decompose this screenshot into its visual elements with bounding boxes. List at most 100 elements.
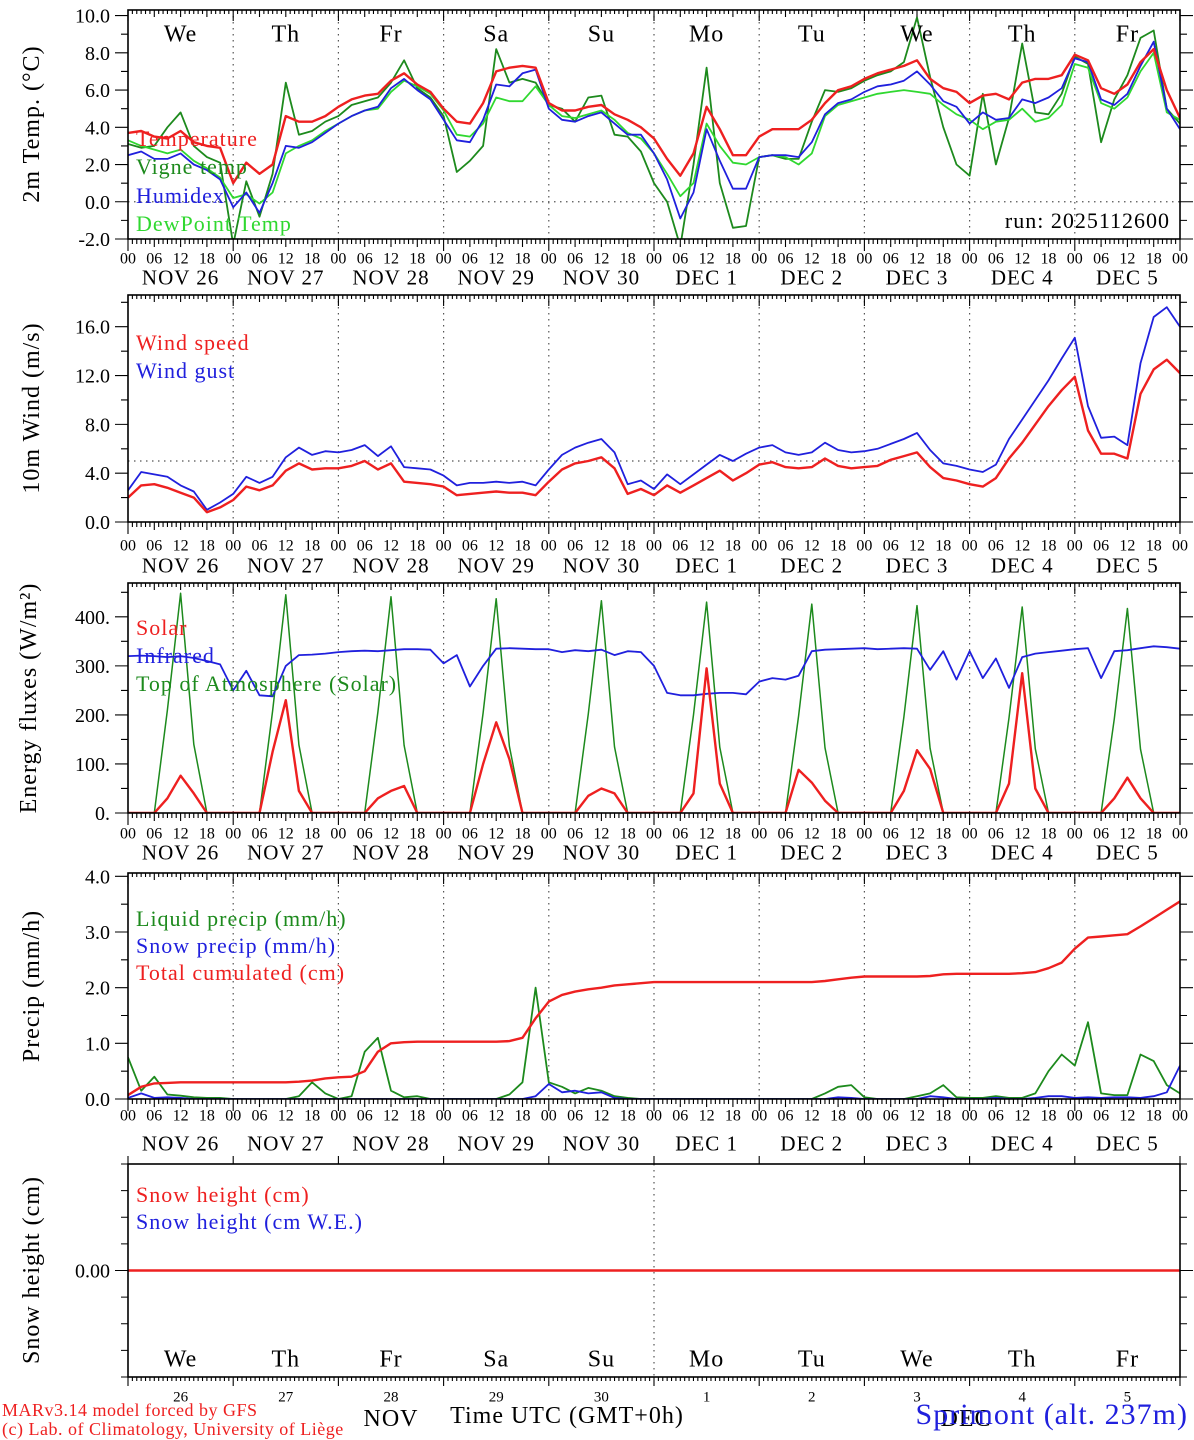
svg-text:0.00: 0.00 [75, 1261, 110, 1283]
svg-text:18: 18 [830, 538, 846, 555]
svg-text:We: We [900, 21, 933, 47]
svg-text:NOV 29: NOV 29 [458, 840, 535, 864]
svg-text:10.0: 10.0 [75, 6, 110, 28]
svg-text:12: 12 [699, 1108, 715, 1125]
svg-text:NOV 27: NOV 27 [247, 840, 324, 864]
svg-text:12: 12 [593, 826, 609, 843]
svg-text:18: 18 [620, 826, 636, 843]
svg-text:NOV 27: NOV 27 [247, 265, 324, 289]
svg-text:00: 00 [856, 538, 872, 555]
svg-text:2.0: 2.0 [85, 978, 110, 1000]
svg-text:18: 18 [935, 826, 951, 843]
svg-text:DEC 3: DEC 3 [886, 840, 949, 864]
svg-text:18: 18 [620, 1108, 636, 1125]
svg-text:29: 29 [489, 1389, 504, 1405]
svg-text:16.0: 16.0 [75, 317, 110, 339]
svg-text:8.0: 8.0 [85, 414, 110, 436]
svg-text:Th: Th [271, 1346, 300, 1372]
svg-text:06: 06 [988, 538, 1004, 555]
svg-text:00: 00 [120, 826, 136, 843]
legend-snow-precip: Snow precip (mm/h) [136, 933, 337, 958]
svg-text:DEC 2: DEC 2 [780, 265, 843, 289]
svg-text:12: 12 [173, 538, 189, 555]
svg-text:12: 12 [383, 826, 399, 843]
svg-text:Su: Su [588, 1346, 615, 1372]
svg-text:18: 18 [1041, 1108, 1057, 1125]
svg-text:18: 18 [830, 826, 846, 843]
svg-text:00: 00 [1172, 251, 1188, 268]
svg-text:300.: 300. [75, 656, 110, 678]
svg-text:06: 06 [988, 251, 1004, 268]
svg-text:06: 06 [567, 251, 583, 268]
svg-text:06: 06 [672, 1108, 688, 1125]
svg-text:Sa: Sa [483, 21, 509, 47]
svg-text:12: 12 [804, 826, 820, 843]
svg-text:18: 18 [830, 1108, 846, 1125]
svg-text:06: 06 [883, 1108, 899, 1125]
svg-text:12: 12 [804, 251, 820, 268]
svg-text:DEC 2: DEC 2 [780, 840, 843, 864]
svg-text:00: 00 [856, 251, 872, 268]
svg-text:12: 12 [1119, 251, 1135, 268]
svg-text:DEC 5: DEC 5 [1096, 553, 1159, 577]
svg-text:NOV 26: NOV 26 [142, 1131, 219, 1155]
svg-text:18: 18 [830, 251, 846, 268]
svg-text:18: 18 [725, 1108, 741, 1125]
y-axis-label-temp: 2m Temp. (°C) [19, 45, 45, 203]
legend-humidex: Humidex [136, 183, 225, 208]
svg-text:NOV 30: NOV 30 [563, 1131, 640, 1155]
svg-text:DEC 1: DEC 1 [675, 265, 738, 289]
svg-text:12: 12 [1119, 538, 1135, 555]
svg-text:DEC 1: DEC 1 [675, 553, 738, 577]
svg-text:06: 06 [988, 826, 1004, 843]
svg-text:18: 18 [409, 1108, 425, 1125]
svg-text:26: 26 [173, 1389, 189, 1405]
svg-text:00: 00 [751, 1108, 767, 1125]
svg-text:Mo: Mo [689, 1346, 724, 1372]
credit-model: MARv3.14 model forced by GFS [2, 1400, 258, 1420]
svg-text:12: 12 [488, 251, 504, 268]
svg-text:27: 27 [278, 1389, 294, 1405]
svg-text:DEC 2: DEC 2 [780, 553, 843, 577]
svg-text:06: 06 [357, 826, 373, 843]
svg-text:00: 00 [1172, 538, 1188, 555]
svg-text:06: 06 [462, 826, 478, 843]
svg-text:18: 18 [304, 826, 320, 843]
svg-text:12: 12 [909, 826, 925, 843]
svg-text:NOV 26: NOV 26 [142, 553, 219, 577]
svg-text:-2.0: -2.0 [78, 229, 110, 251]
svg-text:18: 18 [304, 538, 320, 555]
svg-text:NOV 30: NOV 30 [563, 553, 640, 577]
svg-text:18: 18 [199, 251, 215, 268]
svg-text:12: 12 [909, 251, 925, 268]
svg-text:00: 00 [330, 251, 346, 268]
svg-text:12: 12 [804, 538, 820, 555]
svg-text:12: 12 [1014, 826, 1030, 843]
svg-text:00: 00 [330, 538, 346, 555]
svg-text:3: 3 [913, 1389, 921, 1405]
svg-text:Th: Th [1008, 21, 1037, 47]
svg-text:12: 12 [593, 538, 609, 555]
svg-text:00: 00 [751, 826, 767, 843]
svg-text:00: 00 [1067, 538, 1083, 555]
svg-text:NOV 28: NOV 28 [352, 265, 429, 289]
svg-text:00: 00 [541, 251, 557, 268]
svg-text:00: 00 [962, 538, 978, 555]
svg-text:12: 12 [488, 826, 504, 843]
svg-text:18: 18 [725, 251, 741, 268]
svg-text:00: 00 [436, 251, 452, 268]
svg-text:00: 00 [751, 251, 767, 268]
svg-text:1: 1 [703, 1389, 711, 1405]
svg-text:18: 18 [1146, 826, 1162, 843]
svg-text:4: 4 [1018, 1389, 1026, 1405]
svg-text:12: 12 [488, 538, 504, 555]
legend-wind-speed: Wind speed [136, 330, 250, 355]
svg-text:18: 18 [725, 538, 741, 555]
svg-text:12: 12 [804, 1108, 820, 1125]
svg-text:DEC 3: DEC 3 [886, 265, 949, 289]
legend-snow-height: Snow height (cm) [136, 1182, 310, 1207]
svg-text:12: 12 [1014, 1108, 1030, 1125]
svg-text:NOV 26: NOV 26 [142, 265, 219, 289]
svg-text:00: 00 [856, 826, 872, 843]
